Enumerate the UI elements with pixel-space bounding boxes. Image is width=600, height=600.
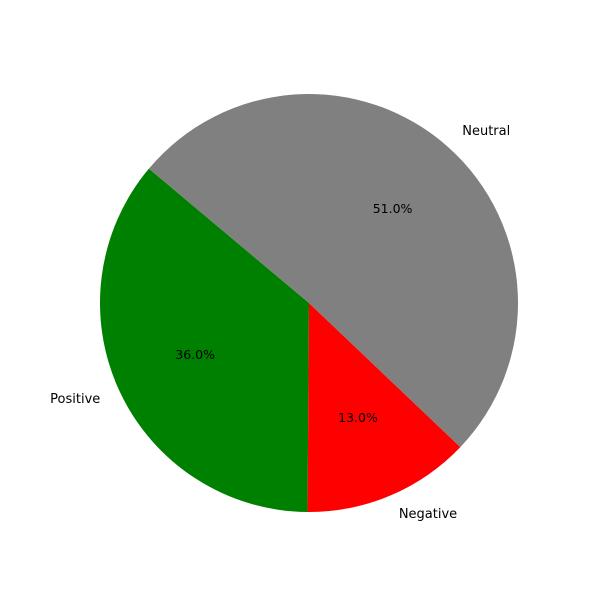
slice-label-negative: Negative	[399, 507, 457, 522]
slice-label-positive: Positive	[50, 392, 100, 407]
pct-label-neutral: 51.0%	[373, 201, 413, 216]
slice-label-neutral: Neutral	[462, 124, 510, 139]
pie-slice-positive	[100, 168, 309, 512]
pie-labels: Positive 36.0% Negative 13.0% Neutral 51.0%	[50, 124, 510, 522]
pct-label-positive: 36.0%	[175, 347, 215, 362]
pct-label-negative: 13.0%	[338, 410, 378, 425]
pie-slice-negative	[307, 303, 461, 512]
pie-slice-neutral	[148, 93, 519, 448]
pie-slices	[100, 93, 519, 512]
